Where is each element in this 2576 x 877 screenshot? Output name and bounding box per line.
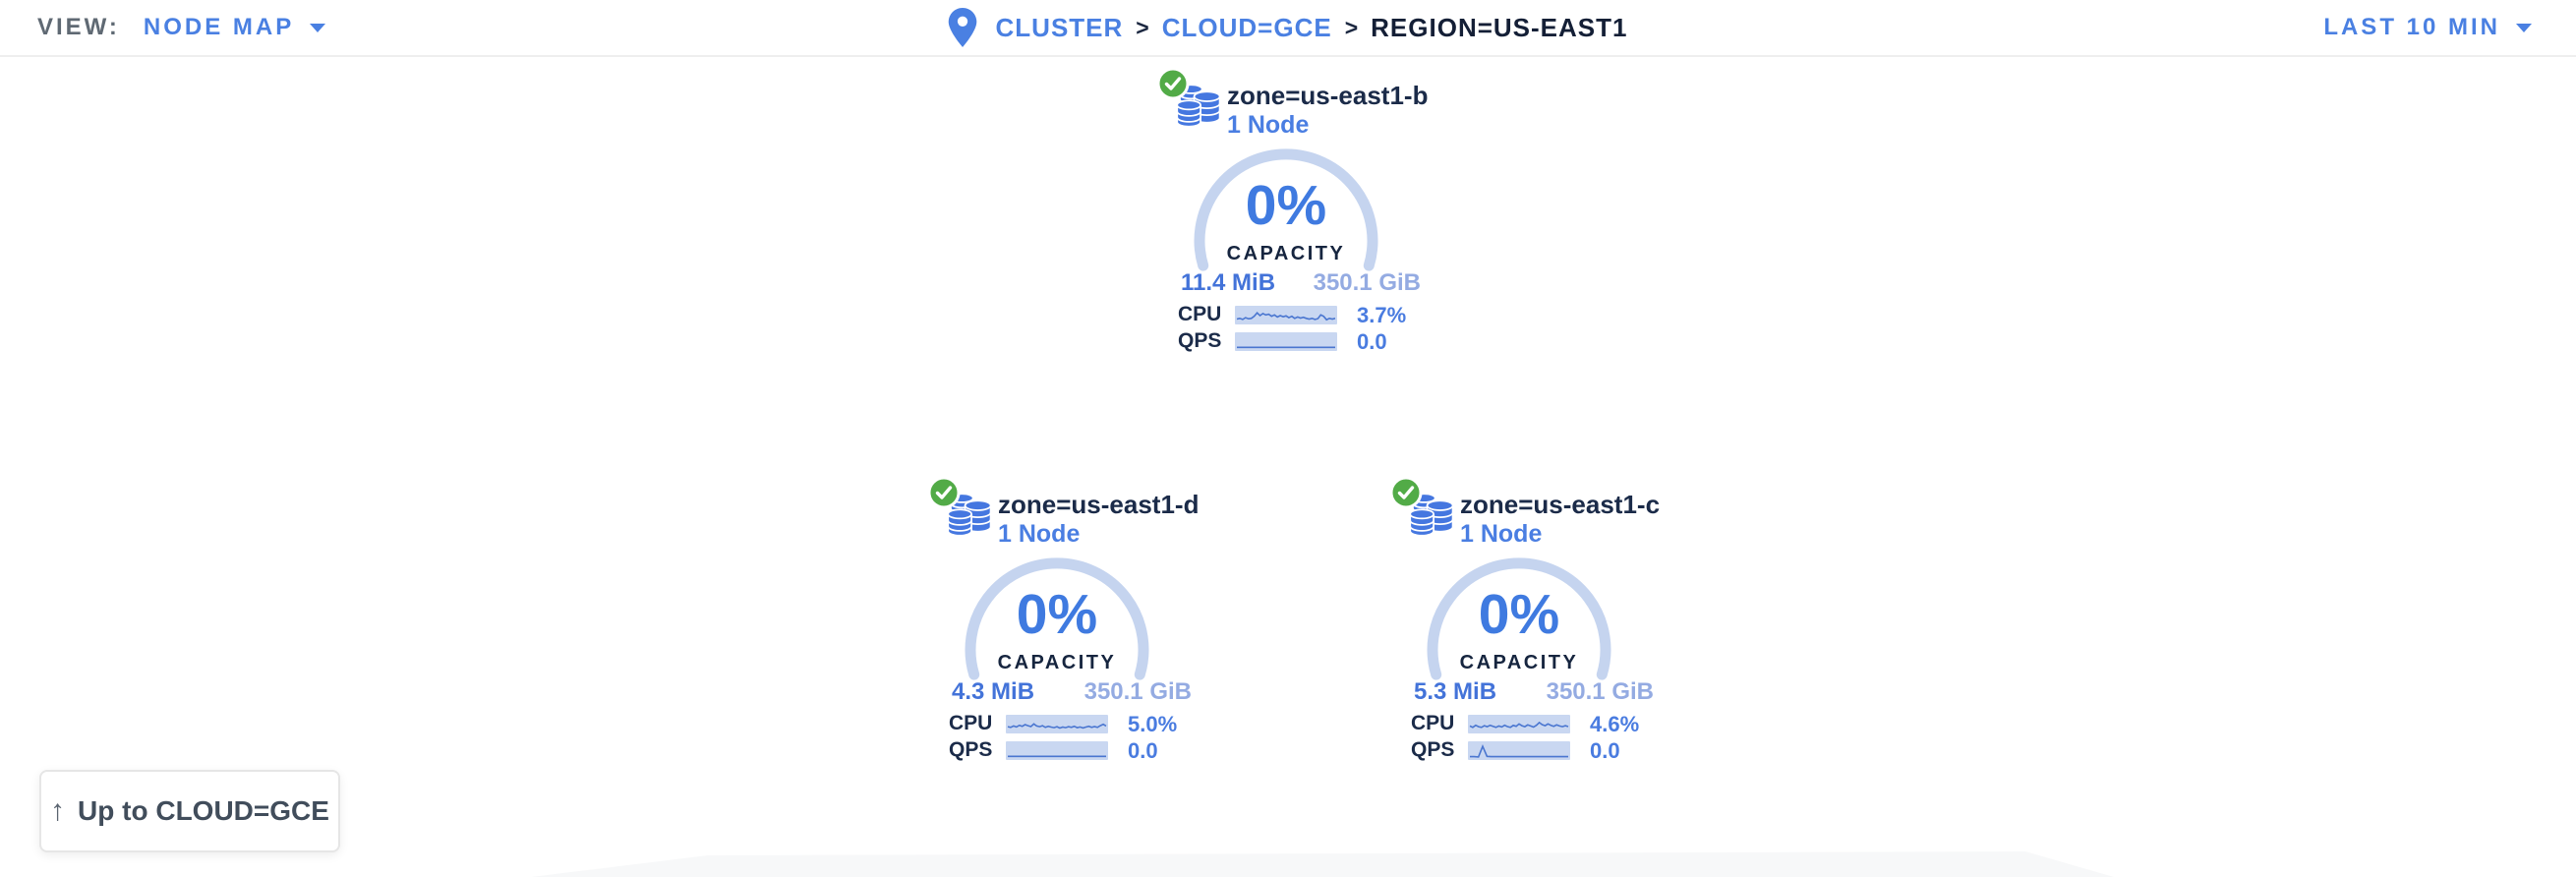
cpu-value: 5.0% <box>1128 712 1178 736</box>
chevron-down-icon <box>310 23 326 32</box>
healthy-check-icon <box>1389 476 1423 509</box>
view-selector[interactable]: VIEW: NODE MAP <box>37 0 326 55</box>
cpu-value: 3.7% <box>1357 303 1407 327</box>
breadcrumb-separator: > <box>1344 14 1359 40</box>
breadcrumb-cloud-link[interactable]: CLOUD=GCE <box>1161 12 1332 42</box>
capacity-range-row: 11.4 MiB 350.1 GiB <box>1181 269 1421 297</box>
capacity-total: 350.1 GiB <box>1083 678 1192 705</box>
qps-label: QPS <box>1411 738 1455 761</box>
healthy-check-icon <box>927 476 961 509</box>
healthy-check-icon <box>1156 67 1190 100</box>
capacity-gauge-arc <box>1194 148 1378 271</box>
capacity-total: 350.1 GiB <box>1313 269 1421 296</box>
capacity-used: 11.4 MiB <box>1181 269 1276 296</box>
zone-card-us-east1-c[interactable]: zone=us-east1-c 1 Node 0% CAPACITY 5.3 M… <box>1362 470 1676 765</box>
up-arrow-icon: ↑ <box>50 794 66 827</box>
up-button-label: Up to CLOUD=GCE <box>78 795 329 826</box>
qps-sparkline <box>1468 741 1570 760</box>
zone-card-us-east1-b[interactable]: zone=us-east1-b 1 Node 0% CAPACITY 11.4 … <box>1129 61 1443 356</box>
qps-value: 0.0 <box>1128 738 1158 763</box>
capacity-percent: 0% <box>1478 583 1560 646</box>
qps-label: QPS <box>1178 329 1222 352</box>
view-label: VIEW: <box>37 14 120 40</box>
capacity-gauge-arc <box>965 557 1149 680</box>
cpu-label: CPU <box>1411 712 1455 734</box>
capacity-used: 5.3 MiB <box>1414 678 1497 705</box>
topbar: VIEW: NODE MAP CLUSTER > CLOUD=GCE > REG… <box>0 0 2576 57</box>
cpu-sparkline <box>1468 715 1570 733</box>
zone-card-us-east1-d[interactable]: zone=us-east1-d 1 Node 0% CAPACITY 4.3 M… <box>900 470 1214 765</box>
cpu-value: 4.6% <box>1590 712 1640 736</box>
zone-title: zone=us-east1-b <box>1227 81 1429 110</box>
database-stack-icon <box>1409 493 1454 537</box>
breadcrumb-separator: > <box>1136 14 1149 40</box>
qps-sparkline <box>1235 332 1337 351</box>
time-range-selector[interactable]: LAST 10 MIN <box>2323 0 2532 55</box>
map-region-polygon <box>531 851 2114 877</box>
breadcrumb: CLUSTER > CLOUD=GCE > REGION=US-EAST1 <box>948 0 1628 55</box>
capacity-label: CAPACITY <box>997 652 1117 673</box>
breadcrumb-cluster-link[interactable]: CLUSTER <box>995 12 1124 42</box>
cpu-label: CPU <box>1178 303 1222 325</box>
zone-title: zone=us-east1-d <box>998 490 1200 519</box>
cpu-label: CPU <box>949 712 993 734</box>
capacity-gauge-arc <box>1427 557 1611 680</box>
time-range-value: LAST 10 MIN <box>2323 14 2500 40</box>
breadcrumb-current-region: REGION=US-EAST1 <box>1371 12 1628 42</box>
view-value: NODE MAP <box>143 14 295 40</box>
zone-node-count: 1 Node <box>1227 111 1310 139</box>
capacity-range-row: 4.3 MiB 350.1 GiB <box>952 678 1192 706</box>
qps-value: 0.0 <box>1357 329 1387 354</box>
capacity-label: CAPACITY <box>1226 243 1346 264</box>
capacity-percent: 0% <box>1016 583 1098 646</box>
location-pin-icon <box>948 8 977 47</box>
chevron-down-icon <box>2516 23 2532 32</box>
qps-value: 0.0 <box>1590 738 1620 763</box>
cpu-sparkline <box>1006 715 1108 733</box>
up-to-cloud-button[interactable]: ↑ Up to CLOUD=GCE <box>39 770 340 852</box>
qps-sparkline <box>1006 741 1108 760</box>
capacity-range-row: 5.3 MiB 350.1 GiB <box>1414 678 1654 706</box>
capacity-total: 350.1 GiB <box>1546 678 1654 705</box>
zone-title: zone=us-east1-c <box>1460 490 1661 519</box>
cpu-sparkline <box>1235 306 1337 324</box>
capacity-percent: 0% <box>1245 174 1327 237</box>
database-stack-icon <box>1176 84 1221 128</box>
capacity-used: 4.3 MiB <box>952 678 1035 705</box>
zone-node-count: 1 Node <box>998 520 1081 548</box>
qps-label: QPS <box>949 738 993 761</box>
capacity-label: CAPACITY <box>1459 652 1579 673</box>
zone-node-count: 1 Node <box>1460 520 1543 548</box>
